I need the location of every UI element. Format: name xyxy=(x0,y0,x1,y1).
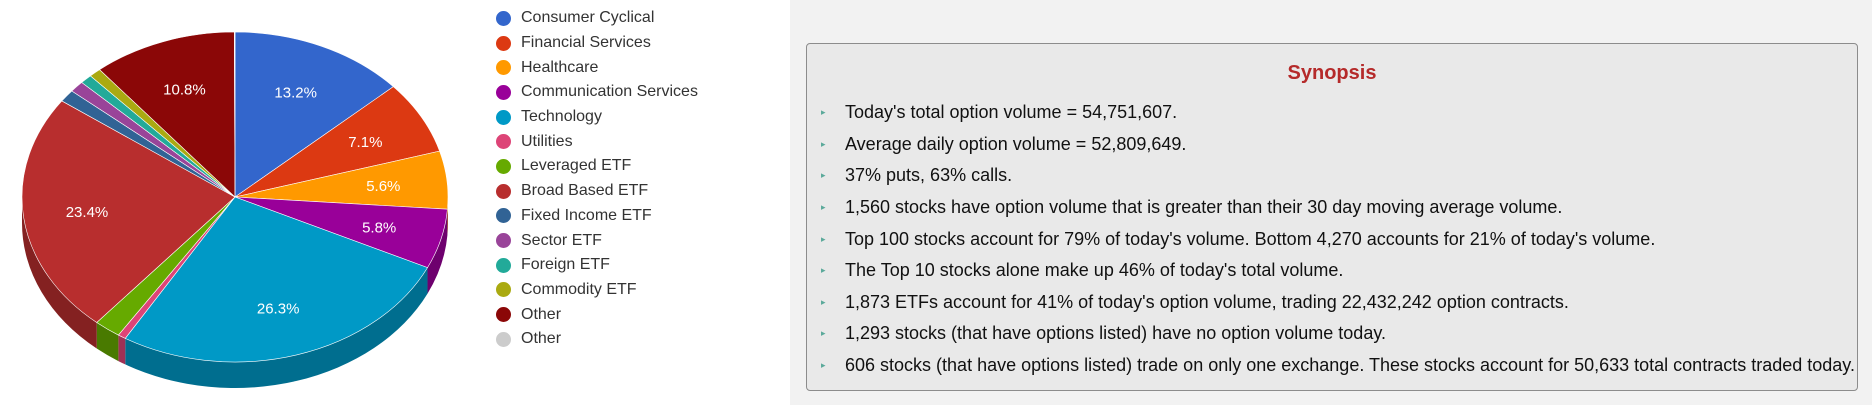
legend-item[interactable]: Broad Based ETF xyxy=(496,179,698,204)
pie-data-label: 26.3% xyxy=(257,301,300,318)
legend-label: Consumer Cyclical xyxy=(521,9,655,27)
synopsis-item: ▸ 1,560 stocks have option volume that is… xyxy=(821,192,1855,224)
pie-slice[interactable] xyxy=(124,196,428,363)
legend-item[interactable]: Commodity ETF xyxy=(496,278,698,303)
synopsis-item-text: Top 100 stocks account for 79% of today'… xyxy=(845,228,1656,249)
chart-panel: 13.2% 7.1% 5.6% 5.8% 26.3% 23.4% 10.8% Consume… xyxy=(0,0,790,405)
bullet-icon: ▸ xyxy=(821,265,826,276)
legend-item[interactable]: Other xyxy=(496,302,698,327)
synopsis-item-text: 1,873 ETFs account for 41% of today's op… xyxy=(845,291,1569,312)
synopsis-item: ▸ Top 100 stocks account for 79% of today… xyxy=(821,223,1855,255)
pie-slice-side xyxy=(427,209,448,294)
legend-item[interactable]: Fixed Income ETF xyxy=(496,204,698,229)
pie-slice[interactable] xyxy=(99,31,236,198)
synopsis-item-text: Average daily option volume = 52,809,649… xyxy=(845,133,1187,154)
legend-label: Commodity ETF xyxy=(521,280,637,298)
legend-label: Fixed Income ETF xyxy=(521,206,652,224)
pie-slice-side xyxy=(22,197,97,349)
legend-item[interactable]: Leveraged ETF xyxy=(496,154,698,179)
pie-slice-side xyxy=(125,267,428,388)
pie-data-label: 13.2% xyxy=(274,84,317,101)
legend-item[interactable]: Utilities xyxy=(496,129,698,154)
pie-slice-side xyxy=(118,335,126,365)
legend-swatch-icon xyxy=(496,158,511,174)
legend-swatch-icon xyxy=(496,10,511,26)
legend-item[interactable]: Communication Services xyxy=(496,80,698,105)
legend-label: Foreign ETF xyxy=(521,256,610,274)
legend-label: Leveraged ETF xyxy=(521,157,632,175)
pie-data-label: 5.8% xyxy=(362,219,396,236)
legend-label: Technology xyxy=(521,108,602,126)
synopsis-title: Synopsis xyxy=(1287,62,1377,84)
synopsis-box: Synopsis ▸ Today's total option volume = … xyxy=(806,43,1858,391)
bullet-icon: ▸ xyxy=(821,296,826,307)
synopsis-item: ▸ 606 stocks (that have options listed) t… xyxy=(821,350,1855,382)
synopsis-item-text: Today's total option volume = 54,751,607… xyxy=(845,102,1178,123)
legend-label: Other xyxy=(521,305,562,323)
bullet-icon: ▸ xyxy=(821,202,826,213)
bullet-icon: ▸ xyxy=(821,138,826,149)
pie-data-label: 5.6% xyxy=(366,178,400,195)
legend-swatch-icon xyxy=(496,331,511,347)
legend-swatch-icon xyxy=(496,208,511,224)
legend-swatch-icon xyxy=(496,257,511,273)
legend-swatch-icon xyxy=(496,183,511,199)
pie-data-label: 10.8% xyxy=(163,81,206,98)
synopsis-item: ▸ 1,293 stocks (that have options listed)… xyxy=(821,318,1855,350)
legend-item[interactable]: Healthcare xyxy=(496,55,698,80)
legend-label: Sector ETF xyxy=(521,231,602,249)
legend-label: Broad Based ETF xyxy=(521,182,649,200)
legend-swatch-icon xyxy=(496,307,511,323)
legend-label: Other xyxy=(521,330,562,348)
legend-item[interactable]: Foreign ETF xyxy=(496,253,698,278)
chart-legend: Consumer Cyclical Financial Services Healt… xyxy=(496,6,698,352)
synopsis-item-text: 37% puts, 63% calls. xyxy=(845,165,1013,186)
pie-slice-side xyxy=(96,322,119,362)
synopsis-item-text: The Top 10 stocks alone make up 46% of t… xyxy=(845,260,1344,281)
legend-label: Healthcare xyxy=(521,58,599,76)
legend-swatch-icon xyxy=(496,233,511,249)
synopsis-item-text: 1,293 stocks (that have options listed) … xyxy=(845,323,1386,344)
pie-data-label: 23.4% xyxy=(66,204,109,221)
pie-slice[interactable] xyxy=(234,31,394,198)
legend-label: Financial Services xyxy=(521,34,651,52)
synopsis-item: ▸ The Top 10 stocks alone make up 46% of … xyxy=(821,255,1855,287)
synopsis-item: ▸ Today's total option volume = 54,751,60… xyxy=(821,97,1855,129)
pie-data-label: 7.1% xyxy=(348,134,382,151)
synopsis-item: ▸ 37% puts, 63% calls. xyxy=(821,160,1855,192)
synopsis-item: ▸ 1,873 ETFs account for 41% of today's o… xyxy=(821,287,1855,319)
synopsis-list: ▸ Today's total option volume = 54,751,60… xyxy=(821,97,1855,381)
bullet-icon: ▸ xyxy=(821,107,826,118)
bullet-icon: ▸ xyxy=(821,233,826,244)
legend-swatch-icon xyxy=(496,35,511,51)
legend-item[interactable]: Technology xyxy=(496,105,698,130)
legend-swatch-icon xyxy=(496,134,511,150)
legend-item[interactable]: Financial Services xyxy=(496,31,698,56)
synopsis-item-text: 1,560 stocks have option volume that is … xyxy=(845,197,1563,218)
legend-swatch-icon xyxy=(496,109,511,125)
pie-slice[interactable] xyxy=(21,100,236,323)
legend-label: Utilities xyxy=(521,132,573,150)
bullet-icon: ▸ xyxy=(821,328,826,339)
bullet-icon: ▸ xyxy=(821,360,826,371)
legend-label: Communication Services xyxy=(521,83,698,101)
sector-pie-chart: 13.2% 7.1% 5.6% 5.8% 26.3% 23.4% 10.8% xyxy=(21,31,449,388)
legend-swatch-icon xyxy=(496,282,511,298)
legend-swatch-icon xyxy=(496,84,511,100)
synopsis-item-text: 606 stocks (that have options listed) tr… xyxy=(845,355,1855,376)
pie-slice[interactable] xyxy=(234,31,236,198)
bullet-icon: ▸ xyxy=(821,170,826,181)
synopsis-item: ▸ Average daily option volume = 52,809,64… xyxy=(821,129,1855,161)
legend-item[interactable]: Consumer Cyclical xyxy=(496,6,698,31)
legend-swatch-icon xyxy=(496,60,511,76)
legend-item[interactable]: Sector ETF xyxy=(496,228,698,253)
legend-item[interactable]: Other xyxy=(496,327,698,352)
